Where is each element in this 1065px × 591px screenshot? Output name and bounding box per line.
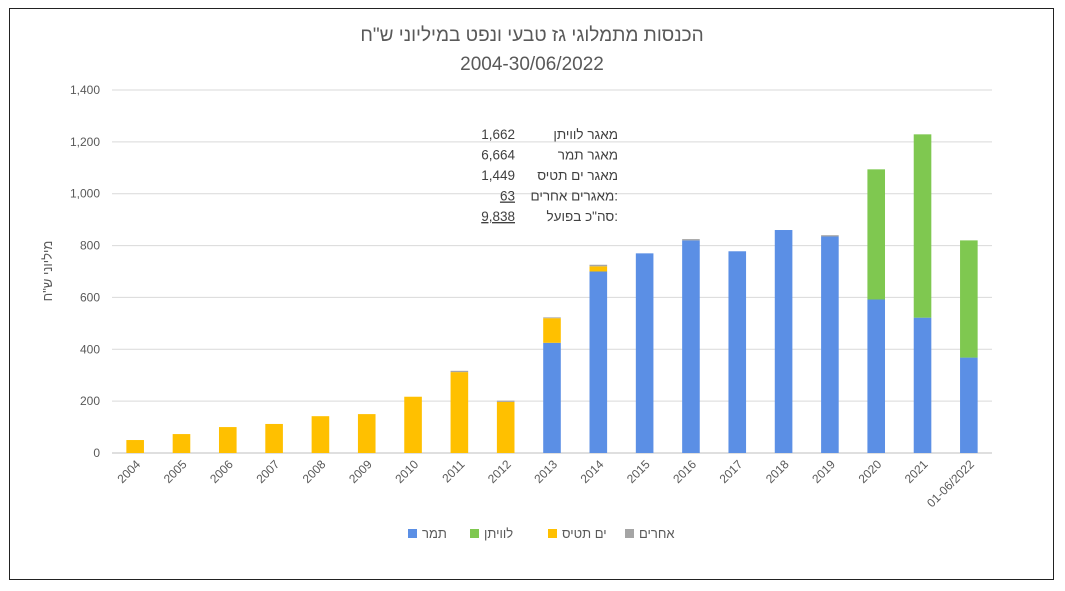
- bars: [126, 134, 978, 453]
- annotation-value: 6,664: [481, 148, 515, 163]
- legend-swatch: [408, 529, 417, 538]
- x-tick-label: 2021: [902, 457, 931, 486]
- bar-segment: [218, 427, 237, 453]
- bar-segment: [404, 396, 422, 453]
- bar-segment: [311, 416, 330, 453]
- x-tick-label: 2008: [300, 457, 329, 486]
- bar-segment: [913, 317, 932, 453]
- x-tick-label: 2009: [346, 457, 375, 486]
- x-tick-label: 2013: [531, 457, 560, 486]
- legend-label: אחרים: [639, 526, 675, 541]
- chart-title: הכנסות מתמלוגי גז טבעי ונפט במיליוני ש"ח: [360, 25, 703, 46]
- bar-segment: [543, 342, 561, 453]
- annotation-label: מאגר ים תטיס: [537, 168, 618, 183]
- x-tick-label: 2020: [856, 457, 885, 486]
- annotation-label: מאגרים אחרים:: [530, 189, 618, 204]
- bar-segment: [496, 401, 515, 453]
- annotation-value: 1,449: [481, 168, 515, 183]
- bar-segment: [543, 317, 561, 319]
- bar-segment: [682, 239, 700, 241]
- bar-segment: [265, 423, 283, 453]
- x-tick-label: 2017: [717, 457, 746, 486]
- x-tick-label: 2019: [809, 457, 838, 486]
- bar-segment: [450, 370, 469, 373]
- y-tick-label: 800: [80, 239, 100, 253]
- annotation-label: מאגר לוויתן: [553, 127, 618, 142]
- y-tick-label: 600: [80, 290, 100, 304]
- x-tick-label: 2005: [161, 457, 190, 486]
- legend-label: תמר: [422, 526, 447, 541]
- bar-segment: [913, 134, 932, 318]
- bar-segment: [543, 318, 561, 343]
- bar-segment: [774, 230, 793, 453]
- bar-segment: [821, 236, 839, 453]
- y-tick-label: 200: [80, 394, 100, 408]
- chart-subtitle: 2004-30/06/2022: [460, 54, 604, 75]
- bar-segment: [682, 240, 700, 453]
- y-tick-label: 400: [80, 342, 100, 356]
- bar-segment: [960, 357, 978, 453]
- legend-swatch: [470, 529, 479, 538]
- bar-segment: [728, 251, 747, 453]
- x-tick-label: 2010: [392, 457, 421, 486]
- x-tick-label: 2011: [439, 457, 467, 485]
- y-tick-label: 0: [93, 446, 100, 460]
- y-tick-label: 1,200: [70, 135, 100, 149]
- x-tick-label: 2018: [763, 457, 792, 486]
- x-tick-label: 2012: [485, 457, 514, 486]
- legend-label: לוויתן: [484, 526, 513, 541]
- x-tick-label: 2014: [578, 457, 607, 486]
- bar-segment: [821, 235, 839, 237]
- annotation-label: מאגר תמר: [558, 148, 618, 163]
- bar-segment: [960, 240, 978, 358]
- x-tick-label: 2004: [114, 457, 143, 486]
- bar-segment: [126, 440, 144, 453]
- y-tick-label: 1,000: [70, 187, 100, 201]
- legend-swatch: [625, 529, 634, 538]
- bar-segment: [357, 414, 376, 453]
- x-tick-label: 2015: [624, 457, 653, 486]
- bar-segment: [867, 299, 886, 453]
- annotation-label: סה"כ בפועל:: [547, 209, 619, 224]
- x-tick-label: 2016: [670, 457, 699, 486]
- bar-segment: [496, 400, 515, 402]
- legend-swatch: [548, 529, 557, 538]
- bar-segment: [172, 434, 191, 453]
- bar-segment: [635, 253, 654, 453]
- annotation-value: 9,838: [481, 209, 515, 224]
- y-axis-label: מיליוני ש"ח: [40, 241, 55, 302]
- x-tick-label: 2007: [253, 457, 282, 486]
- bar-segment: [450, 372, 469, 453]
- annotation-value: 1,662: [481, 127, 515, 142]
- y-tick-label: 1,400: [70, 83, 100, 97]
- x-tick-label: 01-06/2022: [924, 457, 977, 510]
- bar-segment: [589, 271, 608, 453]
- legend: תמר לוויתן ים תטיס אחרים: [408, 526, 675, 541]
- bar-segment: [589, 264, 608, 267]
- grid-lines: [112, 89, 992, 454]
- totals-annotation: מאגר לוויתן 1,662 מאגר תמר 6,664 מאגר ים תטי…: [481, 127, 618, 224]
- annotation-value: 63: [500, 189, 515, 204]
- bar-segment: [589, 266, 608, 272]
- x-tick-label: 2006: [207, 457, 236, 486]
- axis-ticks: 0 200 400 600 800 1,000 1,200 1,400 2004 2005 2006…: [70, 83, 977, 510]
- bar-segment: [867, 169, 886, 300]
- legend-label: ים תטיס: [562, 526, 607, 541]
